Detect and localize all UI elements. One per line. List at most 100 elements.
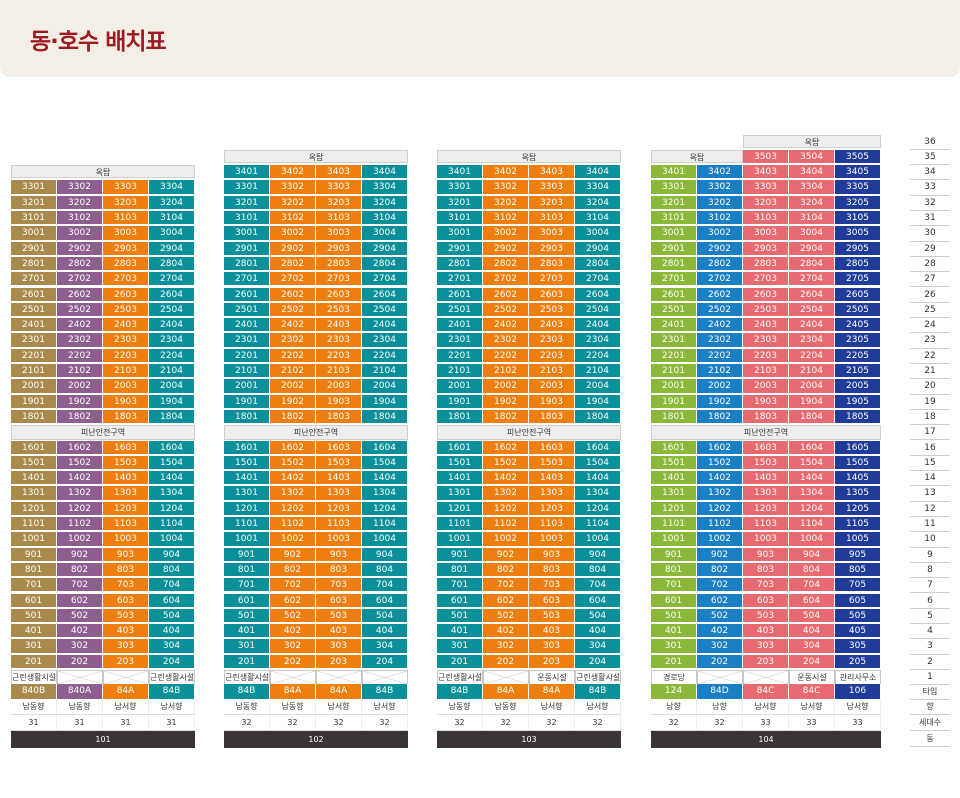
unit-cell[interactable]: 801 (224, 562, 270, 578)
unit-cell[interactable]: 3002 (57, 226, 103, 241)
unit-cell[interactable]: 304 (362, 639, 408, 654)
unit-cell[interactable]: 2103 (743, 364, 789, 379)
unit-cell[interactable]: 405 (835, 624, 881, 639)
unit-cell[interactable]: 1602 (483, 440, 529, 455)
unit-cell[interactable]: 1202 (270, 501, 316, 516)
unit-cell[interactable]: 1004 (575, 532, 621, 547)
unit-cell[interactable]: 2501 (11, 302, 57, 318)
unit-cell[interactable]: 1301 (651, 486, 697, 501)
unit-cell[interactable]: 2703 (529, 272, 575, 287)
unit-cell[interactable]: 2003 (103, 379, 149, 394)
unit-cell[interactable]: 3202 (57, 195, 103, 210)
unit-cell[interactable]: 1305 (835, 486, 881, 501)
unit-cell[interactable]: 3204 (362, 195, 408, 210)
unit-cell[interactable]: 2302 (697, 333, 743, 348)
unit-cell[interactable]: 1602 (697, 440, 743, 455)
unit-cell[interactable]: 605 (835, 593, 881, 608)
unit-cell[interactable]: 1104 (789, 517, 835, 532)
unit-cell[interactable]: 2203 (743, 348, 789, 363)
unit-cell[interactable]: 3003 (529, 226, 575, 241)
unit-cell[interactable]: 3402 (483, 165, 529, 180)
unit-cell[interactable]: 3102 (57, 211, 103, 226)
unit-cell[interactable]: 2201 (437, 348, 483, 363)
unit-cell[interactable]: 2904 (362, 241, 408, 256)
unit-cell[interactable]: 3304 (575, 180, 621, 195)
unit-cell[interactable]: 904 (362, 547, 408, 562)
unit-cell[interactable]: 2904 (575, 241, 621, 256)
unit-cell[interactable]: 3401 (224, 165, 270, 180)
unit-cell[interactable]: 1902 (483, 394, 529, 409)
unit-cell[interactable]: 303 (103, 639, 149, 654)
unit-cell[interactable]: 2503 (743, 302, 789, 318)
unit-cell[interactable]: 1503 (743, 455, 789, 471)
unit-cell[interactable]: 2603 (529, 287, 575, 302)
unit-cell[interactable]: 501 (651, 608, 697, 624)
unit-cell[interactable]: 2802 (57, 256, 103, 272)
unit-cell[interactable]: 602 (483, 593, 529, 608)
unit-cell[interactable]: 1905 (835, 394, 881, 409)
unit-cell[interactable]: 2104 (789, 364, 835, 379)
unit-cell[interactable]: 603 (529, 593, 575, 608)
unit-cell[interactable]: 1903 (743, 394, 789, 409)
unit-cell[interactable]: 2302 (270, 333, 316, 348)
unit-cell[interactable]: 902 (270, 547, 316, 562)
unit-cell[interactable]: 2001 (651, 379, 697, 394)
unit-cell[interactable]: 2003 (316, 379, 362, 394)
unit-cell[interactable]: 704 (149, 578, 195, 593)
unit-cell[interactable]: 2704 (575, 272, 621, 287)
unit-cell[interactable]: 2904 (789, 241, 835, 256)
unit-cell[interactable]: 1204 (149, 501, 195, 516)
unit-cell[interactable]: 504 (789, 608, 835, 624)
unit-cell[interactable]: 3105 (835, 211, 881, 226)
unit-cell[interactable]: 3102 (483, 211, 529, 226)
unit-cell[interactable]: 3005 (835, 226, 881, 241)
unit-cell[interactable]: 501 (437, 608, 483, 624)
unit-cell[interactable]: 2502 (57, 302, 103, 318)
unit-cell[interactable]: 2803 (316, 256, 362, 272)
unit-cell[interactable]: 2304 (789, 333, 835, 348)
unit-cell[interactable]: 2203 (316, 348, 362, 363)
unit-cell[interactable]: 201 (437, 654, 483, 669)
unit-cell[interactable]: 401 (651, 624, 697, 639)
unit-cell[interactable]: 2504 (575, 302, 621, 318)
unit-cell[interactable]: 3401 (437, 165, 483, 180)
unit-cell[interactable]: 1803 (316, 409, 362, 425)
unit-cell[interactable]: 3204 (575, 195, 621, 210)
unit-cell[interactable]: 2602 (697, 287, 743, 302)
unit-cell[interactable]: 3103 (743, 211, 789, 226)
unit-cell[interactable]: 2002 (483, 379, 529, 394)
unit-cell[interactable]: 1801 (651, 409, 697, 425)
unit-cell[interactable]: 501 (224, 608, 270, 624)
unit-cell[interactable]: 3104 (362, 211, 408, 226)
unit-cell[interactable]: 704 (362, 578, 408, 593)
unit-cell[interactable]: 2202 (57, 348, 103, 363)
unit-cell[interactable]: 1103 (529, 517, 575, 532)
unit-cell[interactable]: 1502 (57, 455, 103, 471)
unit-cell[interactable]: 1104 (362, 517, 408, 532)
unit-cell[interactable]: 1202 (57, 501, 103, 516)
unit-cell[interactable]: 701 (11, 578, 57, 593)
unit-cell[interactable]: 604 (789, 593, 835, 608)
unit-cell[interactable]: 2802 (697, 256, 743, 272)
unit-cell[interactable]: 1404 (362, 471, 408, 486)
unit-cell[interactable]: 2902 (697, 241, 743, 256)
unit-cell[interactable]: 1602 (57, 440, 103, 455)
unit-cell[interactable]: 2701 (437, 272, 483, 287)
unit-cell[interactable]: 602 (697, 593, 743, 608)
unit-cell[interactable]: 2502 (697, 302, 743, 318)
unit-cell[interactable]: 903 (103, 547, 149, 562)
unit-cell[interactable]: 1304 (149, 486, 195, 501)
unit-cell[interactable]: 3204 (149, 195, 195, 210)
unit-cell[interactable]: 1101 (651, 517, 697, 532)
unit-cell[interactable]: 1404 (149, 471, 195, 486)
unit-cell[interactable]: 1904 (149, 394, 195, 409)
unit-cell[interactable]: 703 (529, 578, 575, 593)
unit-cell[interactable]: 2804 (149, 256, 195, 272)
unit-cell[interactable]: 1004 (362, 532, 408, 547)
unit-cell[interactable]: 2303 (316, 333, 362, 348)
unit-cell[interactable]: 901 (651, 547, 697, 562)
unit-cell[interactable]: 401 (11, 624, 57, 639)
unit-cell[interactable]: 303 (743, 639, 789, 654)
unit-cell[interactable]: 2902 (270, 241, 316, 256)
unit-cell[interactable]: 302 (57, 639, 103, 654)
